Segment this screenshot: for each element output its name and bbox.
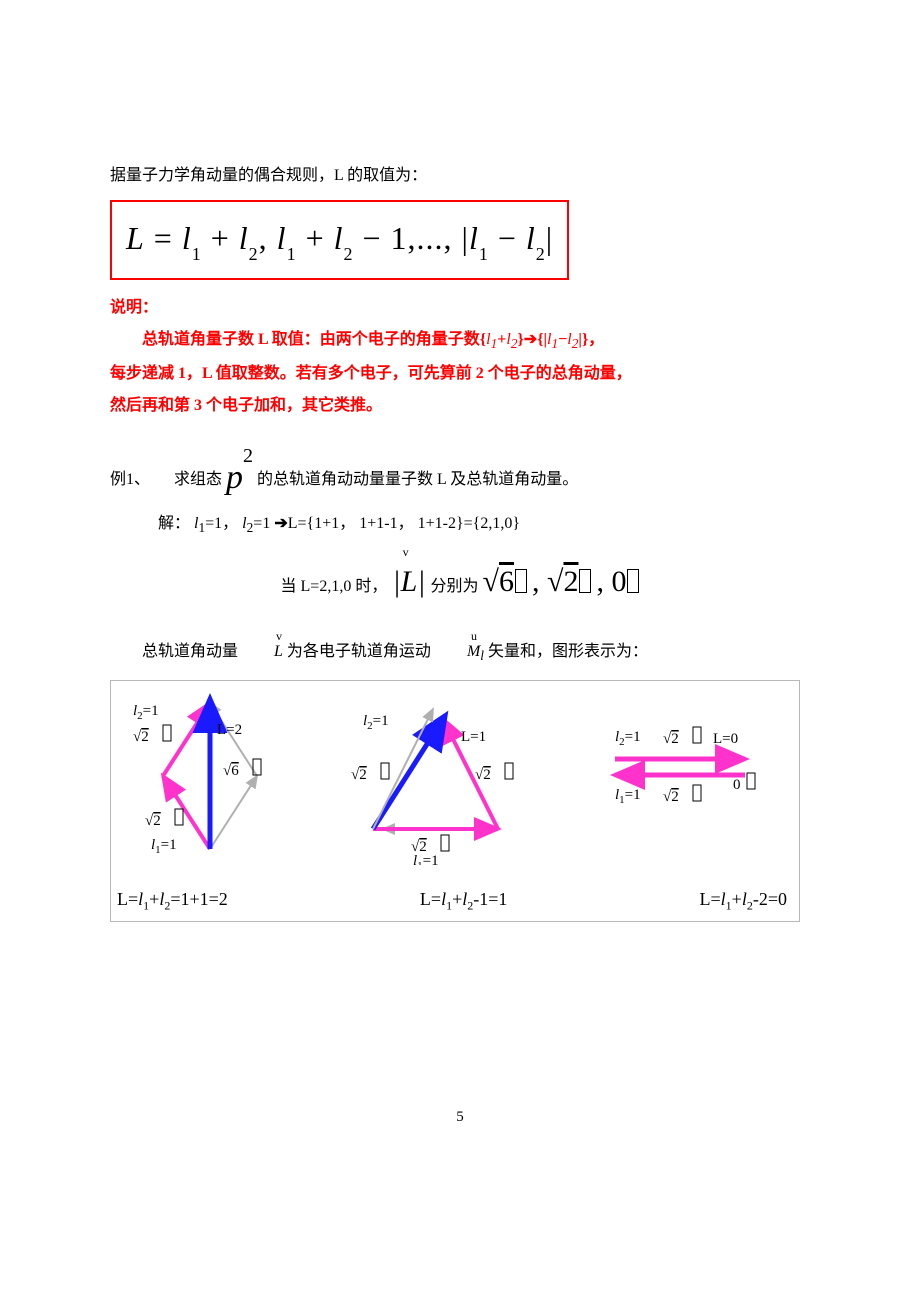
t: 总轨道角量子数 L 取值：由两个电子的角量子数{ <box>142 331 486 348</box>
explain-line-3: 然后再和第 3 个电子加和，其它类推。 <box>110 390 810 422</box>
t: 6 <box>499 565 514 598</box>
svg-text:√2: √2 <box>663 731 679 747</box>
t: 2 <box>563 565 578 598</box>
vector-diagram-box: l2=1 √2 L=2 √6 √2 l1=1 l2=1 √2 <box>110 680 800 923</box>
svg-text:√2: √2 <box>663 789 679 805</box>
t: − <box>558 331 567 348</box>
svg-text:l2=1: l2=1 <box>363 713 389 732</box>
vector-diagram-svg: l2=1 √2 L=2 √6 √2 l1=1 l2=1 √2 <box>115 689 795 865</box>
hbar-icon <box>579 569 591 593</box>
svg-text:√6: √6 <box>223 763 239 779</box>
hbar-icon <box>515 569 527 593</box>
diagram-captions: L=l1+l2=1+1=2 L=l1+l2-1=1 L=l1+l2-2=0 <box>115 877 795 920</box>
arrow-icon: ➔ <box>274 515 287 532</box>
main-formula-box: L = l1 + l2, l1 + l2 − 1,..., |l1 − l2| <box>110 200 569 280</box>
solution-line: 解： l1=1， l2=1 ➔L={1+1， 1+1-1， 1+1-2}={2,… <box>158 508 810 542</box>
t: 总轨道角动量 <box>142 643 242 660</box>
svg-text:√2: √2 <box>133 729 149 745</box>
explain-line-2: 每步递减 1，L 值取整数。若有多个电子，可先算前 2 个电子的总角动量， <box>110 358 810 390</box>
t: L <box>401 565 418 598</box>
svg-text:l2=1: l2=1 <box>133 703 159 722</box>
t: L={1+1， 1+1-1， 1+1-2}={2,1,0} <box>288 515 520 532</box>
svg-text:√2: √2 <box>351 767 367 783</box>
explain-line-1: 总轨道角量子数 L 取值：由两个电子的角量子数{l1+l2}➔{|l1−l2|}… <box>110 324 810 358</box>
panel-3: l2=1 √2 L=0 l1=1 √2 0 <box>615 727 755 806</box>
hbar-icon <box>627 569 639 593</box>
svg-text:l1=1: l1=1 <box>413 853 439 865</box>
t: }， <box>582 331 604 348</box>
config-sup: 2 <box>243 445 253 467</box>
vector-mark-icon: v <box>403 540 409 564</box>
caption-3: L=l1+l2-2=0 <box>700 881 788 918</box>
magnitude-line: 当 L=2,1,0 时， |vL| 分别为 √6 , √2 , 0 <box>110 552 810 612</box>
svg-text:0: 0 <box>733 777 741 793</box>
svg-text:l1=1: l1=1 <box>151 837 177 856</box>
caption-1: L=l1+l2=1+1=2 <box>117 881 228 918</box>
svg-text:√2: √2 <box>475 767 491 783</box>
svg-text:l1=1: l1=1 <box>615 787 641 806</box>
t: =1， <box>205 515 242 532</box>
intro-text: 据量子力学角动量的偶合规则，L 的取值为： <box>110 160 810 192</box>
t: 求组态 <box>174 471 226 488</box>
explain-heading: 说明： <box>110 292 810 324</box>
panel-2: l2=1 √2 L=1 √2 √2 l1=1 <box>351 709 513 865</box>
t: 矢量和，图形表示为： <box>484 643 648 660</box>
document-page: 据量子力学角动量的偶合规则，L 的取值为： L = l1 + l2, l1 + … <box>0 0 920 1192</box>
t: + <box>497 331 506 348</box>
page-number: 5 <box>110 1102 810 1132</box>
svg-text:L=0: L=0 <box>713 731 738 747</box>
example-1: 例1、 求组态 p2 的总轨道角动动量量子数 L 及总轨道角动量。 <box>110 440 810 508</box>
vector-sum-text: 总轨道角动量 vL 为各电子轨道角运动 uMl 矢量和，图形表示为： <box>110 636 810 670</box>
svg-text:l2=1: l2=1 <box>615 729 641 748</box>
config-base: p <box>226 459 243 496</box>
caption-2: L=l1+l2-1=1 <box>420 881 508 918</box>
example-label: 例1、 <box>110 471 150 488</box>
svg-text:√2: √2 <box>145 813 161 829</box>
panel-1: l2=1 √2 L=2 √6 √2 l1=1 <box>133 703 261 856</box>
vector-mark-icon: v <box>244 624 282 648</box>
t: 分别为 <box>431 578 483 595</box>
t: 的总轨道角动动量量子数 L 及总轨道角动量。 <box>253 471 578 488</box>
vector-mark-icon: u <box>439 624 477 648</box>
svg-text:L=2: L=2 <box>217 722 242 738</box>
t: 当 L=2,1,0 时， <box>281 578 388 595</box>
t: 0 <box>611 565 626 598</box>
arrow-icon: ➔ <box>524 331 537 348</box>
t: =1 <box>253 515 274 532</box>
svg-text:L=1: L=1 <box>461 729 486 745</box>
t: 为各电子轨道角运动 <box>283 643 435 660</box>
solution-label: 解： <box>158 515 190 532</box>
